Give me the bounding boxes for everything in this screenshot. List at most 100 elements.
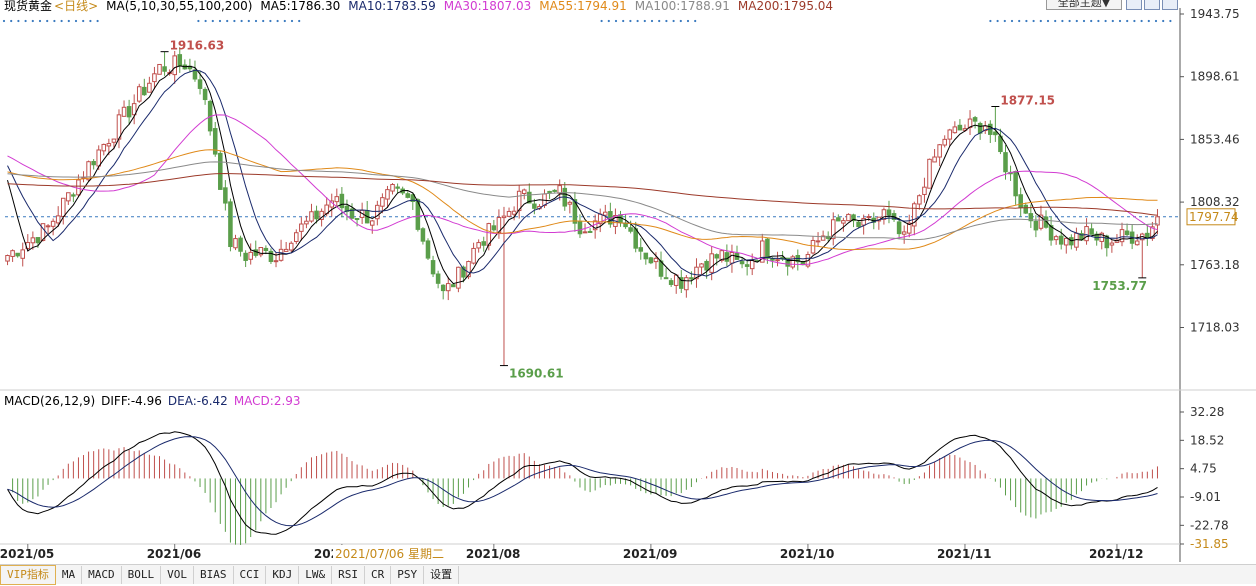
- candle-up: [942, 138, 947, 146]
- tab-settings[interactable]: 设置: [424, 566, 460, 584]
- candle-down: [896, 221, 902, 235]
- candle-down: [395, 186, 400, 189]
- candle-down: [354, 218, 360, 221]
- macd-tick-label: 4.75: [1190, 462, 1217, 476]
- marker-dot: [1169, 19, 1172, 23]
- candle-down: [689, 277, 694, 280]
- marker-dot: [211, 19, 214, 23]
- candle-up: [653, 257, 659, 263]
- candle-up: [131, 103, 137, 116]
- candle-down: [430, 260, 436, 275]
- tab-vol[interactable]: VOL: [161, 566, 194, 584]
- marker-dot: [89, 19, 92, 23]
- candle-down: [15, 252, 20, 257]
- theme-select[interactable]: 全部主题▼: [1046, 0, 1122, 10]
- tab-kdj[interactable]: KDJ: [266, 566, 300, 584]
- candle-down: [1018, 194, 1023, 208]
- candle-down: [552, 189, 557, 192]
- candle-up: [1064, 237, 1069, 246]
- tab-psy[interactable]: PSY: [391, 566, 425, 584]
- window-split-icon[interactable]: [1144, 0, 1160, 10]
- candle-up: [932, 156, 937, 163]
- tab-vip[interactable]: VIP指标: [0, 565, 56, 585]
- candle-down: [268, 250, 274, 262]
- tab-bias[interactable]: BIAS: [194, 566, 234, 584]
- candle-up: [466, 261, 471, 278]
- candle-up: [5, 255, 10, 262]
- tab-lw[interactable]: LW&: [299, 566, 333, 584]
- marker-dot: [622, 19, 625, 23]
- candle-up: [273, 260, 279, 263]
- candle-up: [283, 248, 289, 252]
- date-tick-label: 2021/11: [937, 547, 991, 561]
- candle-down: [1028, 213, 1034, 222]
- marker-dot: [694, 19, 697, 23]
- candle-up: [830, 219, 836, 240]
- tab-ma[interactable]: MA: [56, 566, 83, 584]
- window-full-icon[interactable]: [1162, 0, 1178, 10]
- candle-up: [521, 189, 527, 195]
- candle-up: [152, 73, 157, 83]
- date-tick-label: 2021/05: [0, 547, 54, 561]
- candle-up: [258, 247, 264, 256]
- price-tick-label: 1718.03: [1190, 321, 1240, 335]
- candle-down: [668, 280, 674, 285]
- marker-dot: [1118, 19, 1122, 23]
- tab-cci[interactable]: CCI: [234, 566, 267, 584]
- candle-up: [294, 232, 299, 242]
- tab-boll[interactable]: BOLL: [122, 566, 162, 584]
- window-grid-icon[interactable]: [1126, 0, 1142, 10]
- tab-cr[interactable]: CR: [365, 566, 392, 584]
- candle-up: [385, 189, 390, 200]
- marker-dot: [629, 19, 632, 23]
- candle-down: [126, 106, 132, 118]
- candle-up: [10, 250, 15, 257]
- macd-dea-line: [7, 436, 1158, 527]
- marker-dot: [283, 19, 286, 23]
- candle-up: [927, 158, 932, 189]
- candle-down: [440, 284, 446, 292]
- marker-dot: [218, 19, 222, 23]
- candle-up: [476, 242, 481, 249]
- marker-dot: [658, 19, 661, 23]
- candle-down: [1043, 216, 1049, 228]
- candle-up: [375, 204, 380, 220]
- candle-down: [724, 252, 730, 262]
- candle-up: [917, 195, 922, 205]
- candle-up: [309, 211, 314, 222]
- candle-up: [496, 217, 502, 234]
- marker-dot: [53, 19, 56, 23]
- candle-down: [648, 257, 654, 264]
- tab-rsi[interactable]: RSI: [332, 566, 365, 584]
- candle-down: [142, 86, 147, 96]
- candle-up: [86, 161, 91, 181]
- candle-down: [851, 214, 856, 222]
- marker-dot: [1046, 19, 1050, 23]
- candle-down: [785, 257, 790, 267]
- tab-macd[interactable]: MACD: [82, 566, 122, 584]
- candle-up: [1119, 229, 1125, 243]
- candle-up: [760, 240, 765, 263]
- candle-down: [35, 237, 41, 244]
- marker-dot: [1054, 19, 1057, 23]
- candle-up: [506, 210, 512, 217]
- candle-down: [177, 54, 183, 67]
- candle-up: [147, 82, 152, 93]
- marker-dot: [204, 19, 207, 23]
- marker-dot: [1010, 19, 1014, 23]
- candle-up: [50, 220, 56, 227]
- marker-dot: [262, 19, 265, 23]
- marker-dot: [636, 19, 639, 23]
- candle-down: [91, 160, 96, 166]
- period-label[interactable]: <日线>: [54, 0, 99, 13]
- macd-value: MACD:2.93: [233, 394, 301, 408]
- candle-up: [937, 144, 942, 158]
- marker-dot: [197, 19, 200, 23]
- candle-up: [45, 225, 51, 228]
- ma10-line: [7, 69, 1158, 277]
- candle-up: [906, 222, 912, 234]
- candle-up: [846, 213, 851, 222]
- marker-dot: [679, 19, 682, 23]
